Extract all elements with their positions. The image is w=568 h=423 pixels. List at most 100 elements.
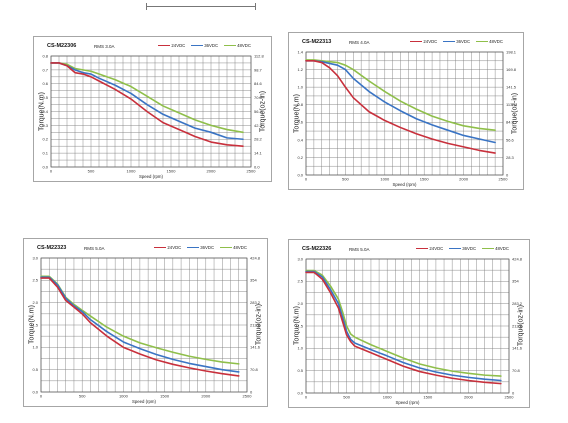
plot-frame: [50, 55, 252, 168]
legend-item-48vdc: 48VDC: [476, 39, 503, 44]
legend-label: 48VDC: [233, 245, 247, 250]
series-line-24vdc: [305, 271, 502, 385]
y-tick-label-right: 283.2: [250, 300, 261, 305]
y-tick-label: 0.2: [42, 137, 48, 142]
y-tick-label-right: 283.2: [512, 301, 523, 306]
y-tick-label: 0.1: [42, 151, 48, 156]
legend-swatch: [191, 44, 204, 47]
y-tick-label-right: 113.2: [506, 102, 516, 107]
y-tick-label-right: 212.4: [512, 323, 523, 328]
y-tick-label-right: 84.6: [254, 81, 263, 86]
y-axis-label: Torque(N.m): [28, 305, 36, 344]
chart-rms-label: RMS 5.0A: [84, 246, 105, 251]
y-tick-label: 2.0: [32, 300, 38, 305]
legend-swatch: [476, 40, 489, 43]
x-tick-label: 0: [305, 395, 308, 400]
legend-label: 36VDC: [200, 245, 215, 250]
y-tick-label: 0.3: [42, 123, 48, 128]
y-tick-label: 1.2: [297, 67, 303, 72]
x-tick-label: 2000: [459, 177, 469, 182]
plot-frame: [305, 258, 510, 394]
y-tick-label: 0.4: [297, 137, 303, 142]
legend-item-24vdc: 24VDC: [158, 43, 185, 48]
series-line-36vdc: [305, 270, 502, 382]
y-tick-label-right: 141.6: [512, 346, 523, 351]
plot-frame: [40, 257, 248, 393]
legend-swatch: [154, 246, 167, 249]
y-tick-label: 1.0: [297, 346, 303, 351]
legend-label: 24VDC: [423, 39, 438, 44]
legend-item-48vdc: 48VDC: [220, 245, 247, 250]
y-axis-label-right: Torque(oz-in): [511, 92, 519, 134]
y-tick-label-right: 112.8: [254, 53, 264, 58]
chart-panel-3: 0 500 1000 1500 2000 2500 0.0 0.5 1.0 1.5 2.0 2.5 3.…: [23, 238, 268, 407]
x-tick-label: 2000: [464, 395, 474, 400]
y-axis-label-right: Torque(oz-in): [517, 304, 525, 347]
chart-legend: 24VDC 36VDC 48VDC: [410, 39, 509, 44]
x-tick-label: 0: [305, 177, 308, 182]
x-tick-label: 1500: [167, 169, 177, 174]
y-tick-label-right: 0: [512, 390, 515, 395]
y-tick-label: 1.0: [297, 85, 303, 90]
legend-swatch: [187, 246, 200, 249]
legend-swatch: [449, 247, 462, 250]
y-tick-label-right: 28.2: [254, 137, 263, 142]
x-axis-label: Speed (rpm): [132, 399, 156, 404]
legend-label: 48VDC: [237, 43, 251, 48]
x-tick-label: 1000: [380, 177, 390, 182]
chart-plot: 0 500 1000 1500 2000 2500 0.0 0.5 1.0 1.5 2.0 2.5 3.…: [297, 256, 523, 400]
y-axis-label: Torque(N.m): [293, 93, 301, 133]
y-tick-label: 0.0: [297, 172, 303, 177]
x-tick-label: 1000: [383, 395, 393, 400]
chart-rms-label: RMS 4.0A: [349, 40, 370, 45]
legend-swatch: [416, 247, 429, 250]
x-tick-label: 2000: [207, 169, 217, 174]
y-tick-label: 1.4: [297, 49, 303, 54]
y-axis-label: Torque(N.m): [293, 306, 301, 345]
y-tick-label: 0.0: [297, 390, 303, 395]
y-tick-label: 0.2: [297, 155, 303, 160]
x-tick-label: 0: [50, 169, 53, 174]
y-tick-label: 2.5: [297, 279, 303, 284]
x-tick-label: 500: [343, 395, 350, 400]
legend-item-36vdc: 36VDC: [187, 245, 214, 250]
y-tick-label: 0.8: [42, 53, 48, 58]
chart-plot: 0 500 1000 1500 2000 25000.00.10.20.30.40.50.…: [42, 53, 264, 174]
legend-label: 36VDC: [462, 246, 477, 251]
series-line-48vdc: [305, 269, 502, 377]
legend-swatch: [220, 246, 233, 249]
legend-label: 24VDC: [429, 246, 444, 251]
y-tick-label-right: 198.1: [506, 49, 517, 54]
y-tick-label-right: 84.9: [506, 120, 515, 125]
chart-title: CS-M22326: [302, 246, 332, 252]
chart-legend: 24VDC 36VDC 48VDC: [154, 245, 253, 250]
x-axis-label: Speed (rpm): [392, 182, 417, 187]
x-tick-label: 1500: [423, 395, 433, 400]
y-tick-label-right: 0: [506, 172, 509, 177]
y-tick-label-right: 70.5: [254, 95, 263, 100]
top-dimension-line: [146, 0, 256, 10]
series-line-48vdc: [305, 59, 496, 131]
series-line-24vdc: [305, 59, 496, 154]
y-tick-label: 0.4: [42, 109, 48, 114]
legend-item-24vdc: 24VDC: [416, 246, 443, 251]
chart-title: CS-M22313: [302, 39, 332, 45]
y-tick-label-right: 0: [250, 389, 253, 394]
series-line-48vdc: [50, 62, 244, 134]
y-tick-label-right: 212.4: [250, 322, 261, 327]
chart-title: CS-M22323: [37, 245, 67, 251]
y-tick-label: 0.8: [297, 102, 303, 107]
legend-label: 24VDC: [167, 245, 182, 250]
chart-legend: 24VDC 36VDC 48VDC: [158, 43, 257, 48]
plot-frame: [305, 51, 504, 176]
x-tick-label: 1500: [160, 394, 170, 399]
legend-label: 36VDC: [456, 39, 471, 44]
chart-panel-4: 0 500 1000 1500 2000 2500 0.0 0.5 1.0 1.5 2.0 2.5 3.…: [288, 239, 530, 408]
y-tick-label: 0.7: [42, 67, 48, 72]
chart-rms-label: RMS 3.0A: [94, 44, 115, 49]
y-tick-label-right: 56.4: [254, 109, 263, 114]
legend-item-36vdc: 36VDC: [449, 246, 476, 251]
x-tick-label: 1000: [127, 169, 137, 174]
y-axis-label-right: Torque(oz-in): [259, 90, 267, 132]
x-axis-label: Speed (rpm): [139, 174, 163, 179]
